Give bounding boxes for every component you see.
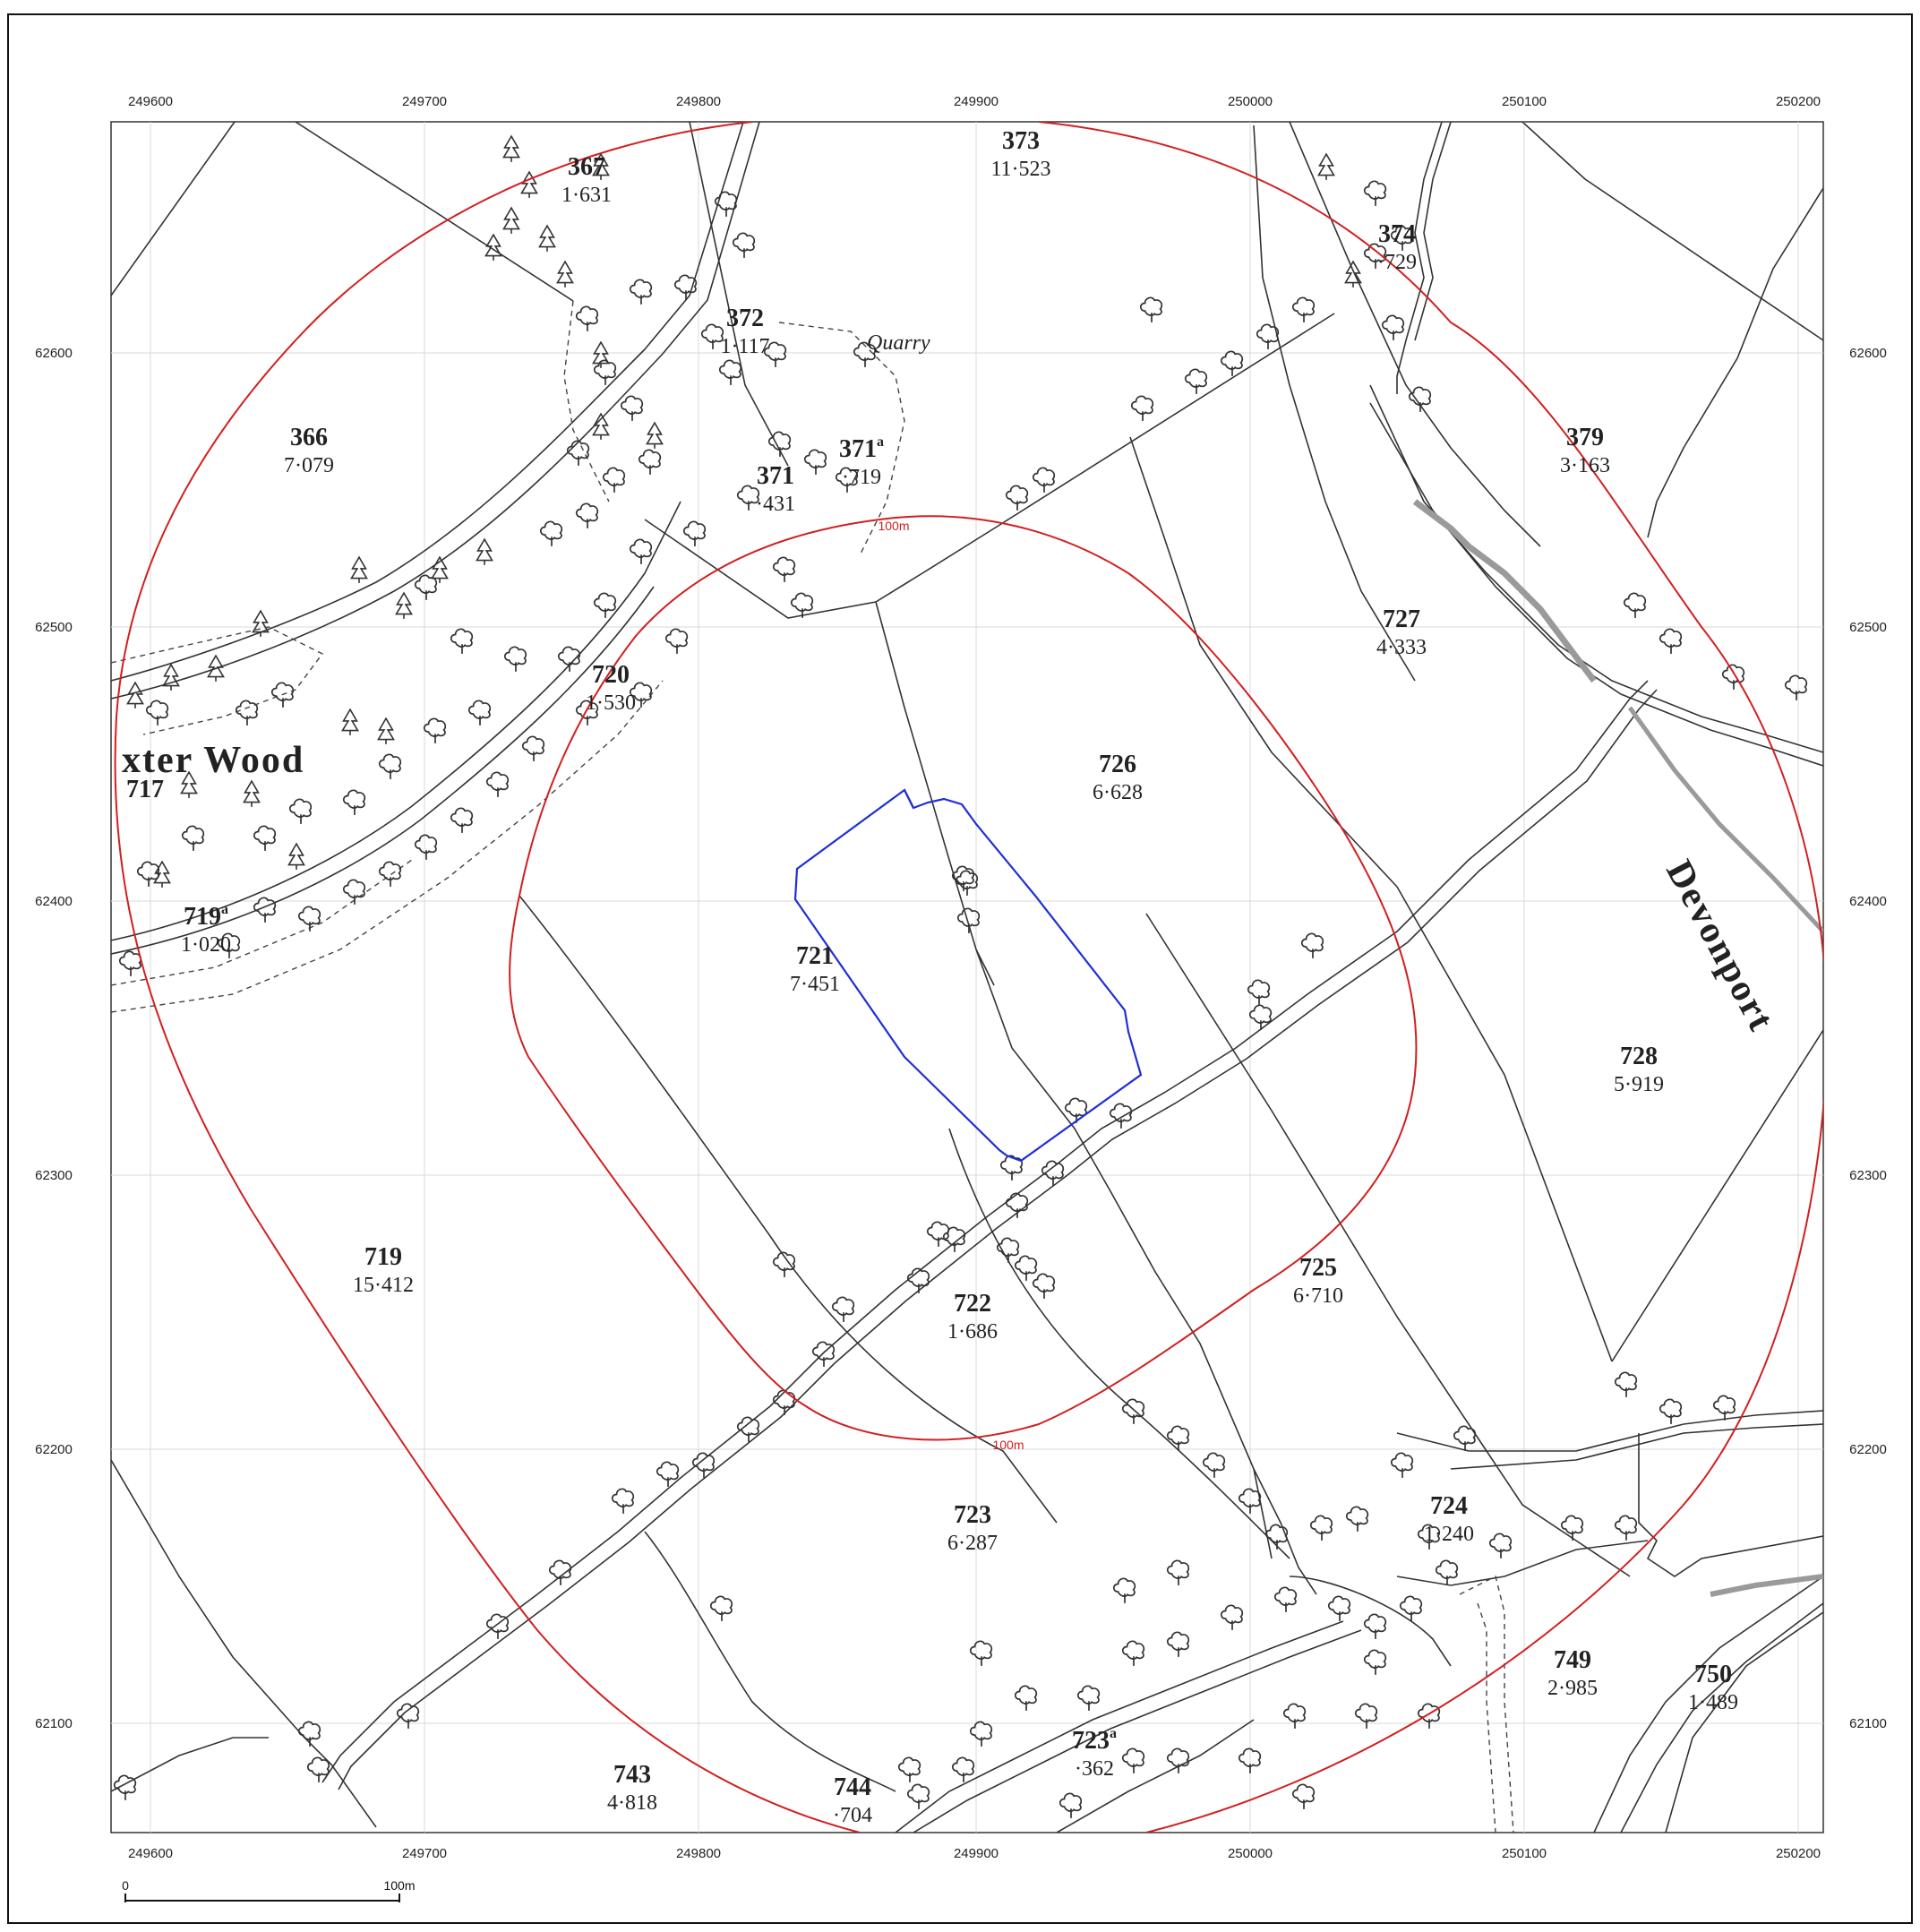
parcel-area: 6·287 — [947, 1532, 998, 1555]
parcel-area: 15·412 — [353, 1274, 414, 1297]
parcel-number: 719 — [364, 1243, 402, 1271]
parcel-number: 367 — [568, 153, 605, 181]
parcel-area: 2·985 — [1547, 1677, 1598, 1700]
parcel-number: 379 — [1566, 424, 1604, 451]
parcel-number: 721 — [796, 942, 834, 970]
grid-lines — [111, 122, 1823, 1833]
dashed-boundaries — [111, 300, 1514, 1833]
parcel-number: 371a — [839, 434, 884, 463]
northing-label-left: 62200 — [35, 1442, 73, 1457]
northing-label-left: 62100 — [35, 1716, 73, 1731]
parcel-labels: 373 11·523 367 1·631 372 1·117 374 ·729 366 7·079… — [126, 127, 1738, 1827]
parcel-area: 3·163 — [1560, 454, 1610, 477]
parcel-area: 7·451 — [790, 973, 840, 996]
parcel-area: ·704 — [833, 1804, 872, 1827]
northing-label-right: 62400 — [1849, 894, 1887, 909]
northing-label-right: 62600 — [1849, 346, 1887, 361]
wood-name: xter Wood — [122, 740, 304, 781]
parcel-number: 720 — [592, 661, 630, 689]
parcel-number: 725 — [1299, 1254, 1337, 1282]
parcel-area: ·431 — [756, 493, 795, 516]
northing-label-left: 62400 — [35, 894, 73, 909]
site-boundary — [793, 788, 1143, 1163]
scale-end-label: 100m — [383, 1878, 415, 1893]
parcel-area: ·719 — [842, 466, 881, 489]
road-shading — [1412, 499, 1597, 683]
parcel-area: 7·079 — [284, 454, 334, 477]
parcel-number: 719a — [184, 902, 228, 931]
parcel-area: 1·631 — [561, 184, 612, 207]
parcel-area: 4·333 — [1376, 636, 1427, 659]
inner-buffer — [509, 515, 1418, 1441]
road-shading — [1627, 706, 1823, 933]
parcel-area: 1·020 — [181, 933, 231, 957]
parcel-number: 727 — [1383, 605, 1420, 633]
parcel-area: 6·710 — [1293, 1284, 1343, 1308]
northing-label-right: 62300 — [1849, 1168, 1887, 1183]
northing-label-right: 62500 — [1849, 620, 1887, 635]
parcel-number: 749 — [1554, 1646, 1591, 1674]
parcel-number: 744 — [834, 1773, 871, 1801]
easting-label-top: 249900 — [954, 94, 999, 109]
easting-label-bottom: 249800 — [676, 1846, 721, 1861]
easting-label-bottom: 250000 — [1228, 1846, 1273, 1861]
parcel-number: 372 — [726, 305, 764, 332]
parcel-area: 1·240 — [1424, 1523, 1474, 1546]
parcel-area: 1·530 — [586, 691, 636, 715]
parcel-number: 723a — [1072, 1726, 1117, 1755]
parcel-area: ·729 — [1377, 251, 1417, 274]
parcel-number: 726 — [1099, 751, 1136, 778]
scale-bar: 0 100m — [122, 1878, 416, 1902]
grid-labels: 249600 249700 249800 249900 250000 25010… — [35, 94, 1887, 1861]
easting-label-top: 249700 — [402, 94, 447, 109]
easting-label-bottom: 250200 — [1776, 1846, 1821, 1861]
easting-label-top: 250200 — [1776, 94, 1821, 109]
northing-label-left: 62500 — [35, 620, 73, 635]
northing-label-left: 62300 — [35, 1168, 73, 1183]
parcel-number: 724 — [1430, 1492, 1468, 1520]
inner-buffer-label-bottom: 100m — [992, 1438, 1024, 1452]
easting-label-bottom: 250100 — [1502, 1846, 1547, 1861]
easting-label-bottom: 249600 — [128, 1846, 173, 1861]
easting-label-bottom: 249900 — [954, 1846, 999, 1861]
northing-label-right: 62100 — [1849, 1716, 1887, 1731]
parcel-number: 743 — [613, 1761, 651, 1789]
outer-buffer — [114, 122, 1823, 1833]
scale-start-label: 0 — [122, 1878, 129, 1893]
road-shading — [1710, 1574, 1823, 1597]
map-panel — [110, 121, 1824, 1833]
parcel-number: 717 — [126, 776, 164, 803]
parcel-number: 750 — [1694, 1661, 1732, 1688]
quarry-name: Quarry — [867, 331, 930, 355]
parcel-area: 11·523 — [990, 158, 1050, 181]
parcel-number: 722 — [954, 1290, 991, 1318]
parcel-number: 366 — [290, 424, 328, 451]
inner-buffer-label-top: 100m — [878, 519, 909, 533]
parcel-number: 374 — [1378, 220, 1416, 248]
parcel-area: 4·818 — [607, 1791, 657, 1815]
field-boundaries — [111, 122, 1823, 1833]
parcel-area: 1·489 — [1688, 1691, 1738, 1714]
easting-label-bottom: 249700 — [402, 1846, 447, 1861]
parcel-area: ·362 — [1075, 1757, 1114, 1781]
parcel-area: 6·628 — [1093, 781, 1143, 804]
parcel-area: 5·919 — [1614, 1073, 1664, 1096]
parcel-number: 723 — [954, 1501, 991, 1529]
map-frame — [7, 13, 1913, 1924]
northing-label-right: 62200 — [1849, 1442, 1887, 1457]
parcel-area: 1·686 — [947, 1320, 998, 1344]
parcel-area: 1·117 — [720, 335, 769, 358]
parcel-number: 373 — [1002, 127, 1040, 155]
easting-label-top: 250000 — [1228, 94, 1273, 109]
parcel-number: 728 — [1620, 1043, 1658, 1070]
easting-label-top: 249800 — [676, 94, 721, 109]
parcel-number: 371 — [757, 462, 794, 490]
easting-label-top: 249600 — [128, 94, 173, 109]
easting-label-top: 250100 — [1502, 94, 1547, 109]
northing-label-left: 62600 — [35, 346, 73, 361]
